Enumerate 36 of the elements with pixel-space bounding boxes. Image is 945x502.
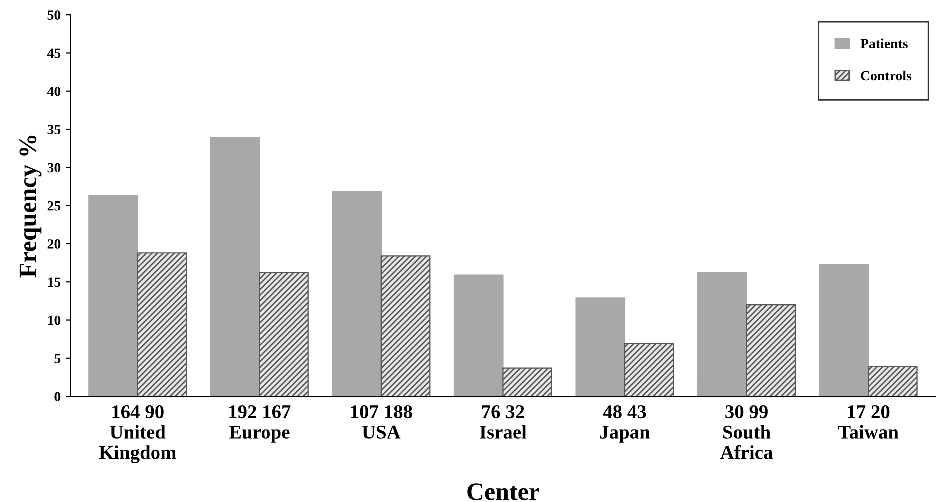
y-tick-label: 25: [48, 201, 61, 211]
x-tick-label: 17 20 Taiwan: [838, 405, 899, 439]
y-tick-label: 50: [48, 10, 61, 20]
bar: [746, 304, 796, 397]
x-tick-label: 107 188 USA: [351, 405, 412, 439]
bar: [819, 264, 870, 397]
legend-label: Patients: [860, 38, 908, 49]
y-tick-label: 35: [48, 125, 61, 134]
bar: [698, 272, 748, 397]
x-tick-label: 164 90 United Kingdom: [99, 405, 176, 464]
bar: [88, 195, 138, 397]
y-tick-label: 5: [54, 354, 61, 364]
x-tick-label: 48 43 Japan: [600, 405, 650, 443]
bar: [259, 272, 309, 397]
x-axis-title: Center: [468, 484, 540, 500]
bar: [868, 366, 918, 397]
y-tick-label: 0: [54, 392, 61, 402]
x-tick-label: 30 99 South Africa: [720, 405, 773, 460]
y-tick-label: 30: [48, 163, 61, 173]
bar: [624, 343, 674, 397]
y-axis-title: Frequency %: [20, 136, 42, 278]
y-tick-label: 20: [48, 240, 61, 249]
y-tick-label: 10: [48, 316, 61, 326]
bar: [332, 192, 382, 397]
bar: [210, 137, 260, 397]
y-tick-label: 40: [47, 86, 61, 96]
bar: [380, 256, 431, 397]
bar: [502, 368, 552, 397]
bar: [454, 274, 504, 397]
y-tick-label: 15: [48, 278, 61, 288]
x-tick-label: 76 32 Israel: [480, 406, 527, 439]
x-tick-label: 192 167 Europe: [229, 406, 291, 443]
bar: [137, 252, 188, 397]
y-tick-label: 45: [47, 48, 61, 58]
bar: [576, 298, 626, 397]
legend-label: Controls: [861, 70, 912, 81]
